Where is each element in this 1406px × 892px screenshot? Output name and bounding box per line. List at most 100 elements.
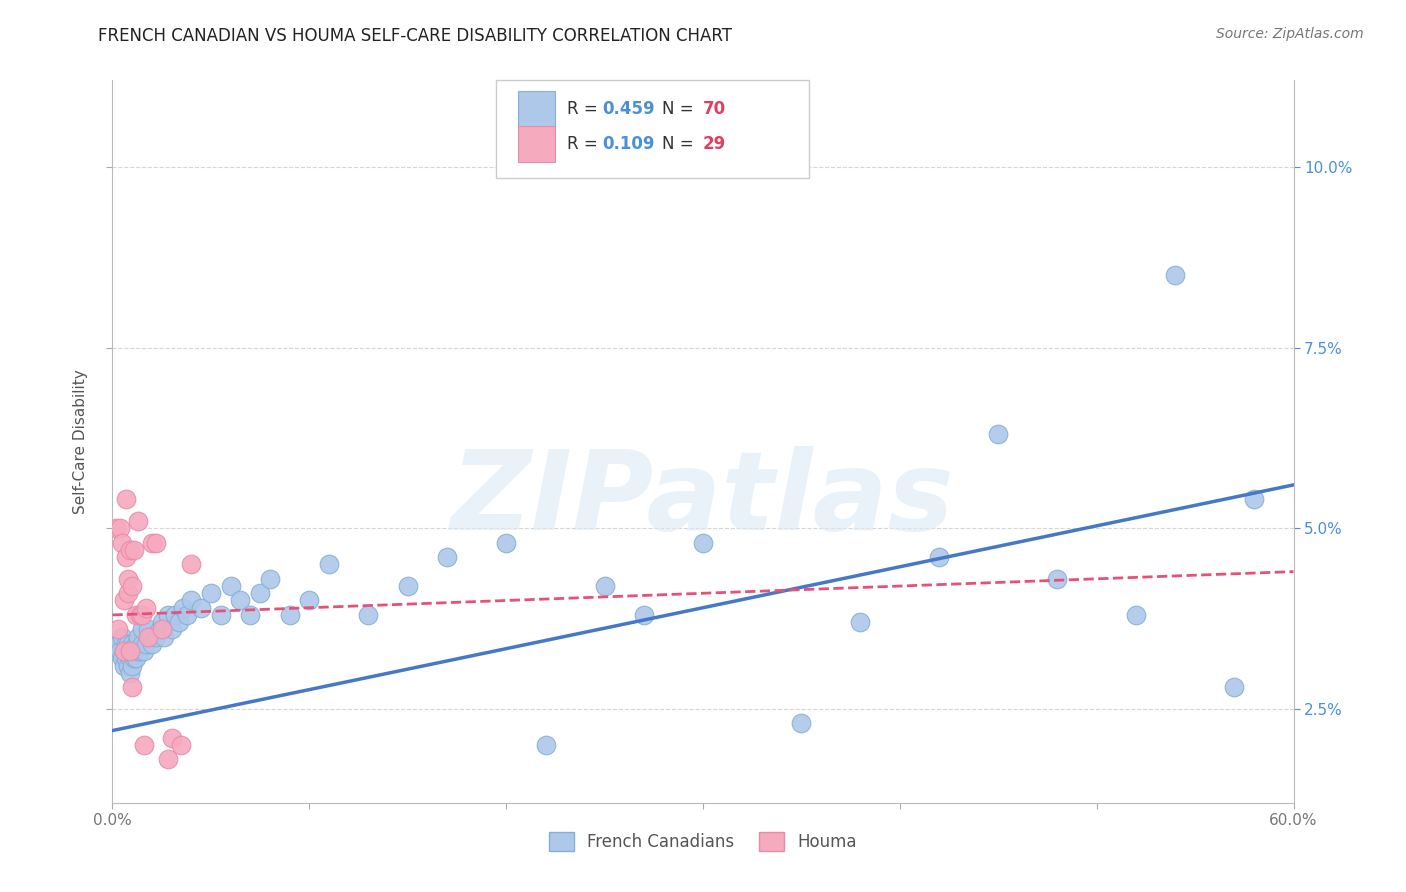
Point: [117, 658, 139, 673]
Point: [122, 644, 145, 658]
Text: 0.459: 0.459: [603, 100, 655, 118]
Point: [149, 623, 172, 637]
Point: [111, 630, 134, 644]
Point: [127, 630, 149, 644]
Point: [150, 623, 173, 637]
Text: R =: R =: [567, 100, 603, 118]
Point: [190, 600, 212, 615]
Point: [141, 637, 163, 651]
Point: [105, 644, 128, 658]
Point: [219, 579, 242, 593]
Point: [127, 514, 149, 528]
Point: [692, 535, 714, 549]
Point: [115, 637, 138, 651]
Point: [298, 593, 321, 607]
Point: [125, 637, 148, 651]
Text: FRENCH CANADIAN VS HOUMA SELF-CARE DISABILITY CORRELATION CHART: FRENCH CANADIAN VS HOUMA SELF-CARE DISAB…: [98, 27, 733, 45]
Point: [180, 558, 202, 572]
Point: [135, 600, 157, 615]
Point: [131, 637, 153, 651]
Point: [117, 586, 139, 600]
Point: [1046, 572, 1069, 586]
Point: [131, 623, 153, 637]
Point: [396, 579, 419, 593]
Point: [110, 521, 132, 535]
Point: [436, 550, 458, 565]
Text: N =: N =: [662, 135, 699, 153]
Point: [117, 644, 139, 658]
Point: [249, 586, 271, 600]
Point: [318, 558, 340, 572]
Point: [127, 644, 149, 658]
Text: 0.109: 0.109: [603, 135, 655, 153]
Point: [111, 651, 134, 665]
Point: [534, 738, 557, 752]
Point: [125, 651, 148, 665]
Point: [145, 630, 167, 644]
FancyBboxPatch shape: [517, 126, 555, 161]
Point: [928, 550, 950, 565]
FancyBboxPatch shape: [517, 92, 555, 127]
Point: [141, 535, 163, 549]
Point: [633, 607, 655, 622]
Point: [278, 607, 301, 622]
Point: [129, 607, 152, 622]
Point: [110, 644, 132, 658]
Point: [136, 630, 159, 644]
Point: [136, 623, 159, 637]
Point: [120, 542, 142, 557]
Point: [593, 579, 616, 593]
Point: [117, 572, 139, 586]
Y-axis label: Self-Care Disability: Self-Care Disability: [73, 369, 89, 514]
FancyBboxPatch shape: [496, 80, 810, 178]
Point: [117, 637, 139, 651]
Point: [115, 492, 138, 507]
Point: [120, 665, 142, 680]
Point: [209, 607, 232, 622]
Point: [169, 615, 191, 630]
Point: [1164, 268, 1187, 283]
Point: [180, 593, 202, 607]
Point: [156, 607, 179, 622]
Point: [1243, 492, 1265, 507]
Point: [170, 738, 193, 752]
Point: [122, 542, 145, 557]
Point: [131, 607, 153, 622]
Point: [111, 535, 134, 549]
Point: [172, 600, 194, 615]
Point: [200, 586, 222, 600]
Point: [176, 607, 198, 622]
Point: [229, 593, 252, 607]
Point: [115, 550, 138, 565]
Point: [495, 535, 517, 549]
Point: [120, 651, 142, 665]
Point: [121, 680, 143, 694]
Point: [1223, 680, 1246, 694]
Point: [125, 607, 148, 622]
Point: [129, 644, 152, 658]
Point: [150, 615, 173, 630]
Text: Source: ZipAtlas.com: Source: ZipAtlas.com: [1216, 27, 1364, 41]
Legend: French Canadians, Houma: French Canadians, Houma: [540, 823, 866, 860]
Point: [112, 593, 135, 607]
Point: [152, 630, 174, 644]
Point: [107, 623, 129, 637]
Point: [132, 644, 155, 658]
Point: [357, 607, 380, 622]
Point: [120, 644, 142, 658]
Point: [112, 644, 135, 658]
Text: R =: R =: [567, 135, 603, 153]
Point: [107, 637, 129, 651]
Text: 70: 70: [703, 100, 725, 118]
Point: [239, 607, 262, 622]
Point: [139, 630, 162, 644]
Point: [160, 731, 183, 745]
Point: [112, 658, 135, 673]
Point: [121, 637, 143, 651]
Point: [156, 752, 179, 766]
Point: [259, 572, 281, 586]
Point: [1125, 607, 1147, 622]
Point: [132, 738, 155, 752]
Point: [121, 644, 143, 658]
Point: [987, 427, 1010, 442]
